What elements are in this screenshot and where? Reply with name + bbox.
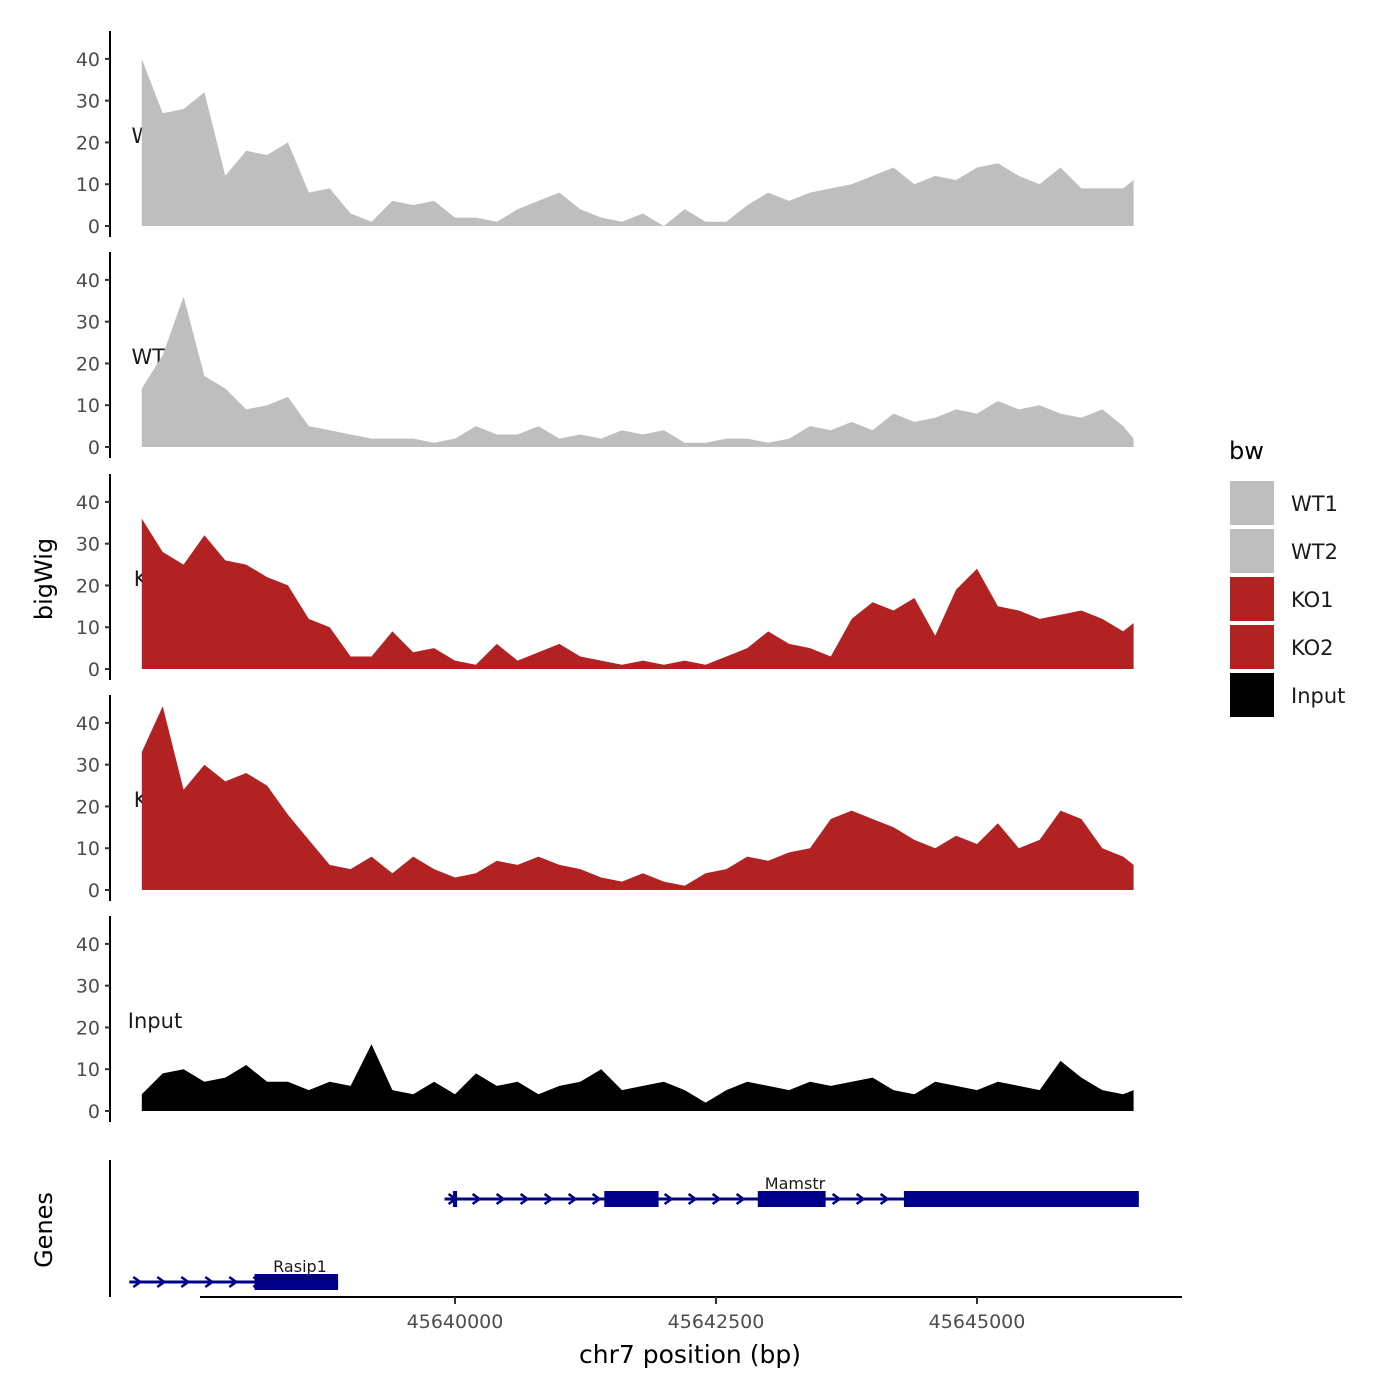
y-tick-label: 40 [76,934,100,956]
legend-label: Input [1291,684,1345,708]
area-wt1 [141,58,1134,227]
signal-panels: 010203040WT1010203040WT2010203040KO10102… [76,31,1134,1123]
panel-ko1: 010203040KO1 [76,474,1134,681]
area-ko1 [141,518,1134,669]
exon [757,1191,826,1207]
y-tick-label: 30 [76,534,100,556]
x-tick-label: 45640000 [407,1311,504,1333]
strand-chevron [180,1275,191,1289]
legend-key-input [1230,673,1274,717]
legend-label: WT1 [1291,492,1338,516]
strand-chevron [879,1192,890,1206]
panel-input: 0 10 20 30 40 Input [76,916,1134,1123]
x-tick-label: 45645000 [929,1311,1026,1333]
track-label: Input [128,1009,182,1033]
strand-chevron [567,1192,578,1206]
strand-chevron [663,1192,674,1206]
y-tick-label: 10 [76,395,100,417]
y-tick-label: 20 [76,1017,100,1039]
y-tick-label: 40 [76,49,100,71]
y-tick-label: 20 [76,796,100,818]
y-tick-label: 10 [76,838,100,860]
strand-chevron [687,1192,698,1206]
genes-track: Mamstr Rasip1 [109,1160,1139,1297]
y-tick-label: 10 [76,1059,100,1081]
y-tick-label: 20 [76,132,100,154]
genes-axis-label: Genes [30,1192,58,1268]
strand-chevron [735,1192,746,1206]
strand-chevron [855,1192,866,1206]
legend-title: bw [1229,437,1264,465]
strand-chevron [831,1192,842,1206]
area-wt2 [141,296,1134,447]
strand-chevron [204,1275,215,1289]
legend-key-ko2 [1230,625,1274,669]
strand-chevron [228,1275,239,1289]
legend-label: WT2 [1291,540,1338,564]
strand-chevron [543,1192,554,1206]
exon [452,1191,458,1207]
strand-chevron [471,1192,482,1206]
y-axis-label: bigWig [30,538,58,620]
x-tick-label: 45642500 [668,1311,765,1333]
gene-label: Mamstr [765,1174,826,1193]
area-ko2 [141,706,1134,890]
strand-chevron [132,1275,143,1289]
legend-key-wt1 [1230,481,1274,525]
panel-ko2: 010203040KO2 [76,695,1134,902]
x-axis: 45640000 45642500 45645000 [200,1296,1182,1333]
x-axis-label: chr7 position (bp) [579,1340,801,1369]
y-tick-label: 30 [76,976,100,998]
y-tick-label: 0 [88,1101,100,1123]
legend-label: KO2 [1291,636,1334,660]
gene-label: Rasip1 [273,1257,327,1276]
y-tick-label: 20 [76,353,100,375]
legend-label: KO1 [1291,588,1334,612]
y-tick-label: 0 [88,216,100,238]
y-tick-label: 30 [76,91,100,113]
y-tick-label: 10 [76,617,100,639]
panel-wt1: 010203040WT1 [76,31,1134,238]
exon [254,1274,339,1290]
strand-chevron [156,1275,167,1289]
y-tick-label: 40 [76,713,100,735]
legend-key-wt2 [1230,529,1274,573]
gene-mamstr: Mamstr [444,1174,1139,1207]
strand-chevron [591,1192,602,1206]
gene-rasip1: Rasip1 [129,1257,339,1290]
y-tick-label: 20 [76,575,100,597]
exon [903,1191,1139,1207]
strand-chevron [495,1192,506,1206]
exon [604,1191,659,1207]
y-tick-label: 30 [76,755,100,777]
legend-key-ko1 [1230,577,1274,621]
y-tick-label: 40 [76,270,100,292]
y-tick-label: 30 [76,312,100,334]
area-input [141,1044,1134,1111]
y-tick-label: 40 [76,492,100,514]
y-tick-label: 10 [76,174,100,196]
y-tick-label: 0 [88,437,100,459]
legend: bw WT1 WT2 KO1 KO2 Input [1229,437,1345,717]
strand-chevron [711,1192,722,1206]
y-tick-label: 0 [88,880,100,902]
y-tick-label: 0 [88,659,100,681]
strand-chevron [519,1192,530,1206]
